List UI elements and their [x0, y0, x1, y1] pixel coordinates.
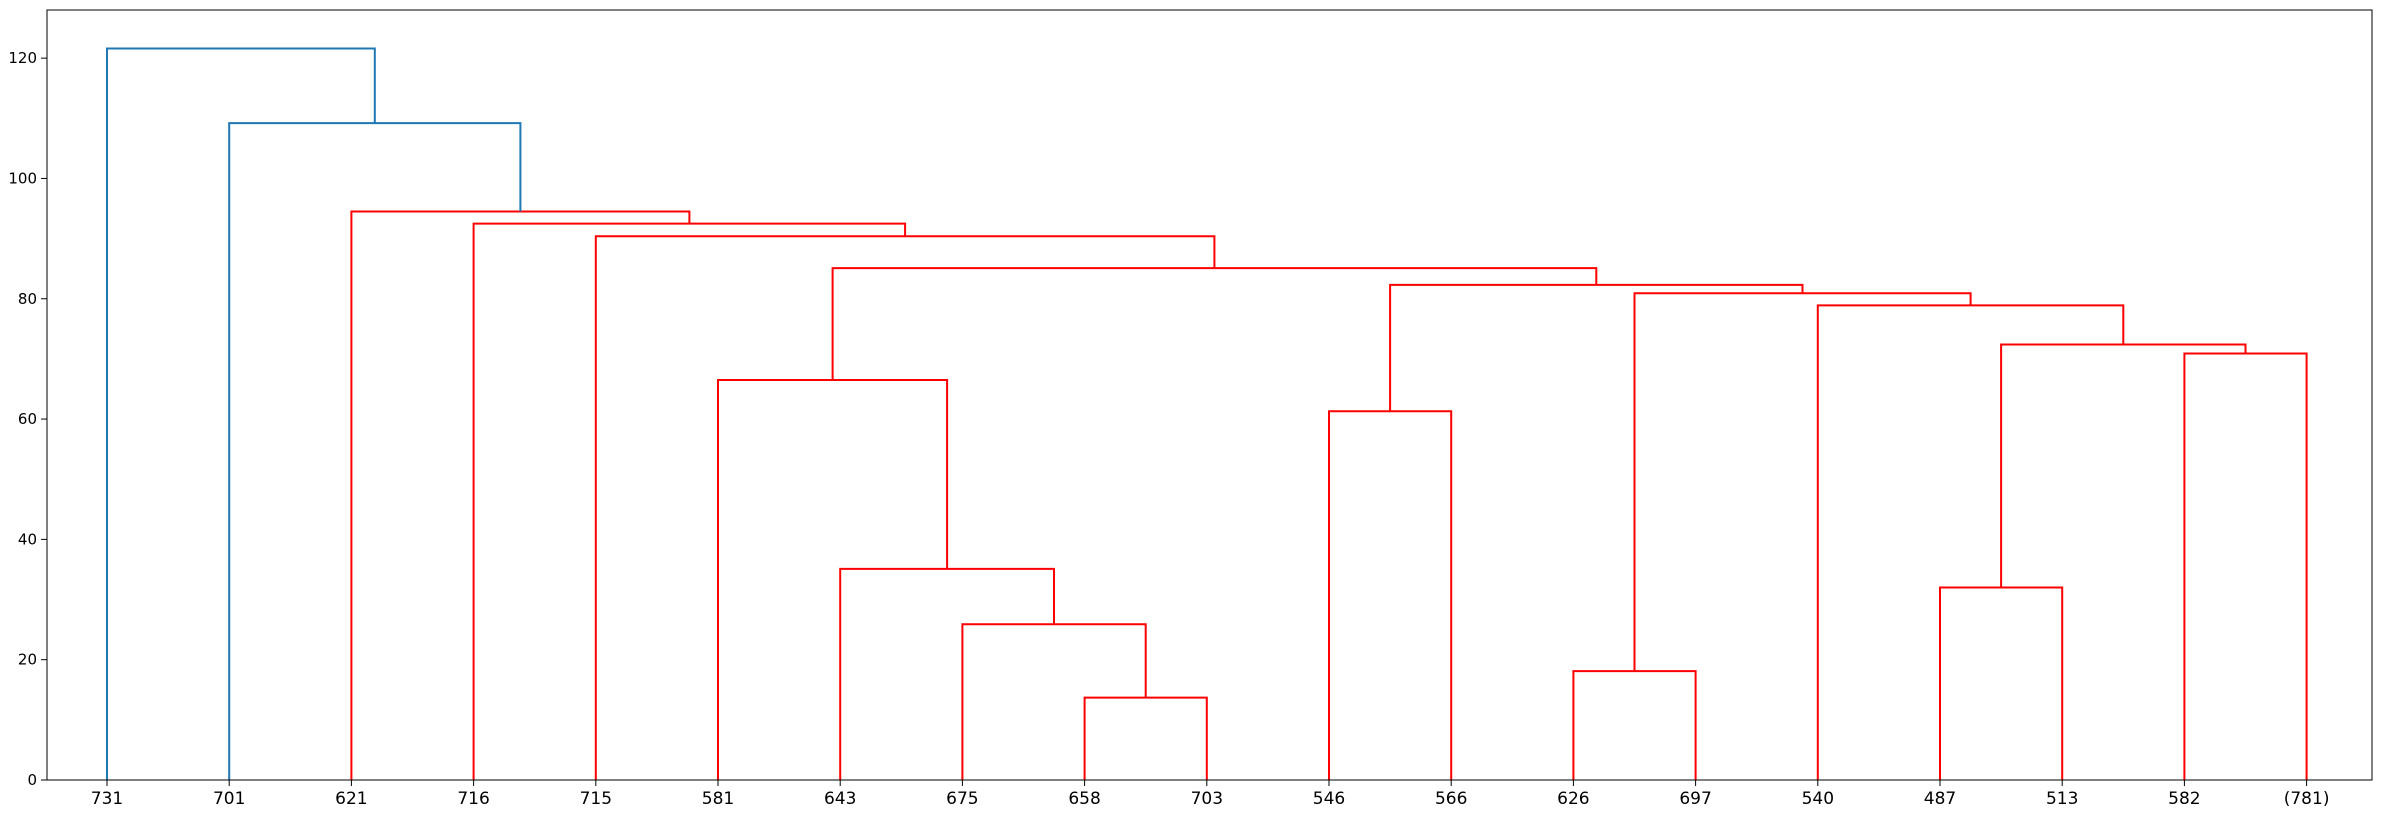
leaf-label: 731 [91, 789, 123, 809]
x-axis: 731 701 621 716 715 581 643 675 658 703 546 566 626 6… [91, 780, 2330, 809]
leaf-label: (781) [2284, 789, 2330, 809]
leaf-label: 703 [1191, 789, 1223, 809]
leaf-label: 582 [2168, 789, 2200, 809]
y-tick-label: 0 [27, 771, 37, 789]
y-tick-label: 40 [18, 530, 37, 548]
leaf-label: 716 [457, 789, 489, 809]
leaf-label: 697 [1679, 789, 1711, 809]
y-tick-label: 100 [8, 169, 37, 187]
leaf-label: 540 [1802, 789, 1834, 809]
leaf-label: 675 [946, 789, 978, 809]
leaf-label: 701 [213, 789, 245, 809]
y-tick-label: 80 [18, 290, 37, 308]
y-tick-label: 20 [18, 651, 37, 669]
leaf-label: 715 [580, 789, 612, 809]
leaf-label: 581 [702, 789, 734, 809]
dendrogram-link [106, 47, 376, 780]
leaf-label: 487 [1924, 789, 1956, 809]
leaf-label: 621 [335, 789, 367, 809]
leaf-label: 643 [824, 789, 856, 809]
leaf-label: 626 [1557, 789, 1589, 809]
leaf-label: 513 [2046, 789, 2078, 809]
leaf-label: 658 [1068, 789, 1100, 809]
leaf-label: 546 [1313, 789, 1345, 809]
y-tick-label: 120 [8, 49, 37, 67]
plot-frame [46, 9, 2373, 781]
dendrogram-links [106, 47, 2308, 780]
y-axis: 0 20 40 60 80 100 120 [8, 49, 47, 789]
leaf-label: 566 [1435, 789, 1467, 809]
y-tick-label: 60 [18, 410, 37, 428]
